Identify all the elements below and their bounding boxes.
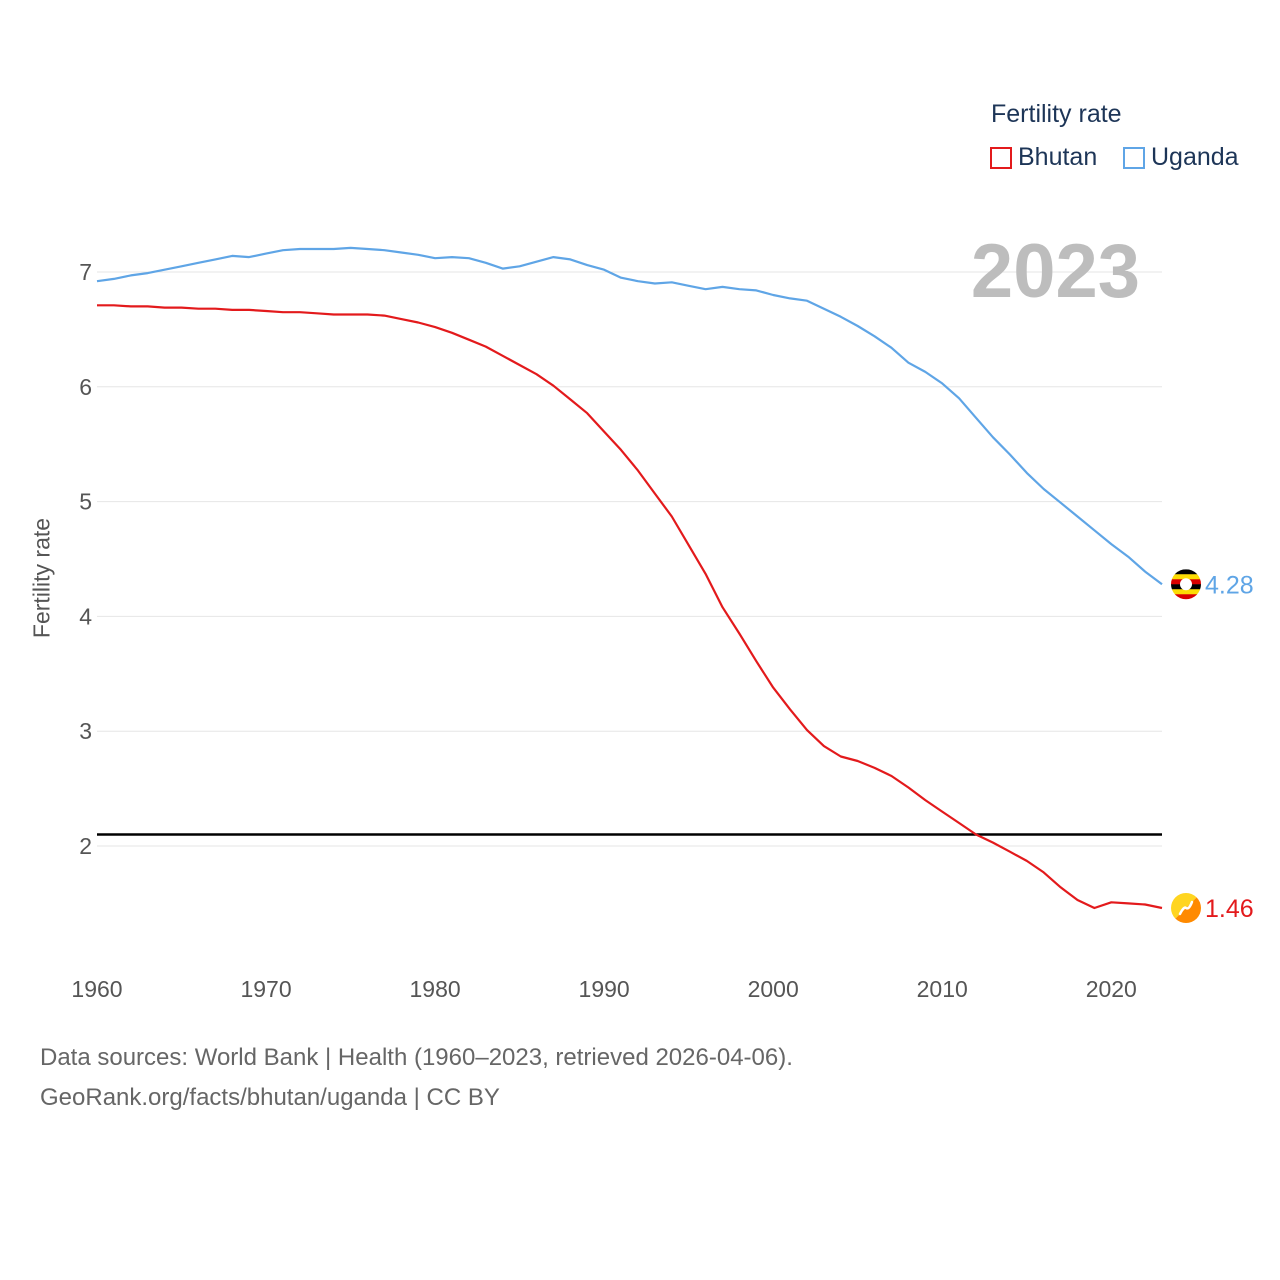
legend-swatch-bhutan (990, 146, 1012, 169)
x-tick-label: 1990 (579, 976, 630, 1002)
y-tick-label: 6 (79, 374, 92, 400)
x-tick-label: 2000 (748, 976, 799, 1002)
legend-label-bhutan: Bhutan (1018, 143, 1098, 171)
y-tick-label: 3 (79, 718, 92, 744)
uganda-flag-icon (1171, 569, 1201, 600)
y-tick-label: 7 (79, 259, 92, 285)
footer-credit[interactable]: GeoRank.org/facts/bhutan/uganda | CC BY (40, 1084, 500, 1111)
y-tick-label: 2 (79, 833, 92, 859)
series-line-uganda (96, 246, 1163, 586)
legend-item-bhutan[interactable]: Bhutan (990, 143, 1097, 172)
y-tick-label: 5 (79, 489, 92, 515)
series-line-bhutan (97, 304, 1163, 910)
end-label-uganda: 4.28 (1205, 571, 1254, 599)
x-tick-label: 2020 (1086, 976, 1137, 1002)
legend-title: Fertility rate (991, 100, 1122, 128)
legend-swatch-uganda (1123, 146, 1145, 169)
y-axis-label: Fertility rate (28, 517, 55, 639)
legend-label-uganda: Uganda (1151, 143, 1239, 171)
x-tick-label: 1970 (240, 976, 291, 1002)
x-tick-label: 1980 (410, 976, 461, 1002)
end-label-bhutan: 1.46 (1205, 895, 1254, 923)
year-display: 2023 (970, 229, 1140, 314)
y-tick-label: 4 (79, 603, 92, 629)
bhutan-flag-icon (1171, 892, 1201, 923)
footer-sources: Data sources: World Bank | Health (1960–… (40, 1044, 793, 1071)
x-tick-label: 1960 (71, 976, 122, 1002)
x-tick-label: 2010 (917, 976, 968, 1002)
legend-item-uganda[interactable]: Uganda (1123, 143, 1239, 172)
